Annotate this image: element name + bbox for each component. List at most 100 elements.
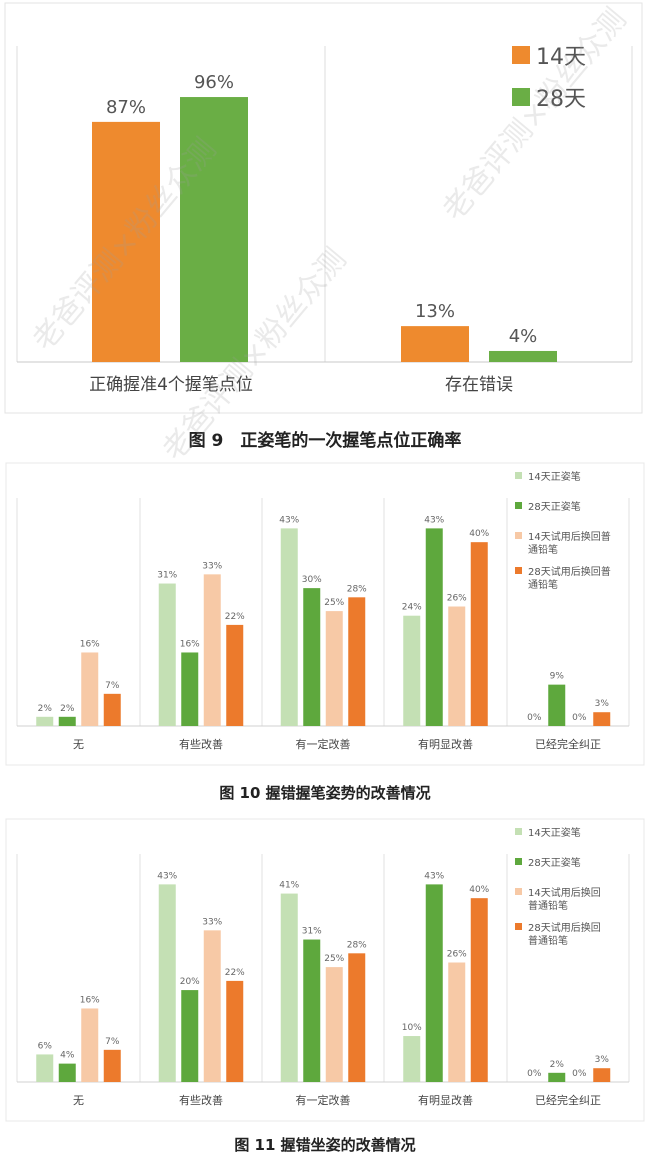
chart-10-panel: 2% 2% 16% 7% 无 31% 16% 33% 22% 有些改善 43% 30% 25% 28% 有一… [0,460,650,766]
chart-frame [4,2,643,414]
bar [593,712,611,726]
legend-swatch [515,923,522,930]
legend-label: 14天试用后换回 [528,886,601,899]
bar [58,1063,76,1082]
bar [448,962,466,1082]
chart-9-caption: 图 9 正姿笔的一次握笔点位正确率 [188,431,462,451]
data-label: 33% [202,917,222,927]
bar [303,939,321,1082]
bar [348,953,366,1082]
category-label: 有些改善 [179,737,223,751]
bar [203,930,221,1082]
bar [593,1068,611,1082]
bar [36,716,54,726]
bar [403,615,421,726]
bar [203,574,221,726]
bar [325,967,343,1082]
bar [448,606,466,726]
legend-swatch [515,858,522,865]
data-label: 20% [180,977,200,987]
data-label: 26% [447,950,467,960]
category-label: 已经完全纠正 [535,737,601,751]
data-label: 2% [60,704,75,714]
data-label: 31% [302,927,322,937]
bar [158,583,176,726]
bar [401,326,469,362]
category-label: 存在错误 [445,375,513,395]
bar [180,97,248,362]
bar [226,624,244,726]
legend-swatch [515,532,522,539]
chart-11-svg: 6% 4% 16% 7% 无 43% 20% 33% 22% 有些改善 41% 31% 25%28% 有一… [5,818,645,1122]
bar [470,542,488,726]
chart-10-caption: 图 10 握错握笔姿势的改善情况 [219,784,431,802]
legend-label: 14天正姿笔 [528,826,581,839]
bar [181,990,199,1082]
data-label: 0% [527,713,542,723]
legend-label: 28天试用后换回普 [528,565,611,578]
bar [489,350,557,362]
data-label: 0% [527,1069,542,1079]
bar [303,588,321,726]
bar [548,1072,566,1082]
data-label: 22% [225,968,245,978]
legend-label: 28天试用后换回 [528,921,601,934]
bar [470,898,488,1082]
chart-9-svg: 87% 13% 96% 4% 正确握准4个握笔点位 存在错误 14天 28天 [4,2,643,414]
bar [403,1036,421,1082]
category-label: 有一定改善 [296,737,351,751]
category-label: 正确握准4个握笔点位 [89,375,253,395]
chart-11-caption: 图 11 握错坐姿的改善情况 [234,1136,416,1154]
category-label: 有一定改善 [296,1093,351,1107]
data-label: 7% [105,1037,120,1047]
bar [92,121,160,362]
legend-swatch [515,472,522,479]
legend-swatch [515,502,522,509]
bar [103,693,121,726]
data-label: 41% [279,881,299,891]
legend-label: 28天正姿笔 [528,500,581,513]
data-label: 40% [469,529,489,539]
chart-11-panel: 6% 4% 16% 7% 无 43% 20% 33% 22% 有些改善 41% 31% 25% 28% 有一… [0,816,650,1122]
bar [425,528,443,726]
category-label: 有些改善 [179,1093,223,1107]
legend-swatch [515,888,522,895]
data-label: 25% [324,954,344,964]
data-label: 43% [157,871,177,881]
data-label: 28% [347,940,367,950]
data-label: 25% [324,598,344,608]
legend-swatch [512,46,530,64]
chart-frame [5,818,645,1122]
bar [58,716,76,726]
data-label: 26% [447,594,467,604]
data-label: 16% [180,639,200,649]
chart-9-panel: 87% 13% 96% 4% 正确握准4个握笔点位 存在错误 14天 28天 [0,0,650,420]
legend-label: 28天 [536,87,586,112]
bar [81,1008,99,1082]
bar [181,652,199,726]
data-label: 40% [469,885,489,895]
data-label: 0% [572,1069,587,1079]
legend-label: 通铅笔 [528,543,558,556]
data-label: 28% [347,584,367,594]
bar [81,652,99,726]
legend-swatch [515,828,522,835]
legend-label: 普通铅笔 [528,899,568,912]
data-label: 3% [595,1055,610,1065]
bar [425,884,443,1082]
data-label: 0% [572,713,587,723]
data-label: 2% [550,1060,565,1070]
data-label: 96% [194,72,234,93]
data-label: 43% [279,515,299,525]
data-label: 3% [595,699,610,709]
data-label: 9% [550,672,565,682]
category-label: 无 [73,1094,84,1107]
data-label: 16% [80,995,100,1005]
bar [325,611,343,726]
data-label: 10% [402,1023,422,1033]
data-label: 31% [157,571,177,581]
chart-frame [5,462,645,766]
category-label: 已经完全纠正 [535,1093,601,1107]
category-label: 有明显改善 [418,1093,473,1107]
bar [280,893,298,1082]
